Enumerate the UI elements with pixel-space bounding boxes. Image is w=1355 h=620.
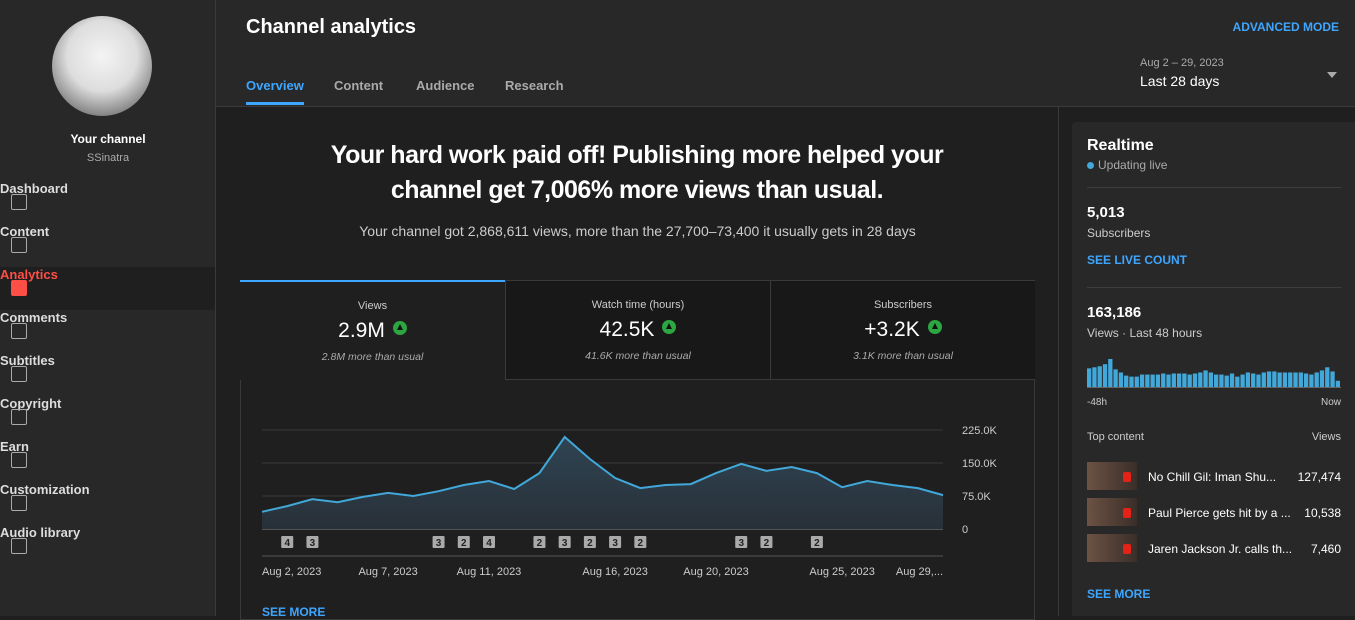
nav-icon xyxy=(11,409,27,425)
up-icon xyxy=(662,320,677,334)
avatar[interactable] xyxy=(52,16,152,116)
headline: Your hard work paid off! Publishing more… xyxy=(330,141,944,204)
realtime-title: Realtime xyxy=(1087,137,1154,154)
dropdown-arrow[interactable] xyxy=(1327,72,1337,78)
live-dot xyxy=(1087,162,1094,169)
metric-card[interactable]: Subscribers +3.2K 3.1K more than usual xyxy=(770,280,1035,380)
views-count: 163,186 xyxy=(1087,304,1142,321)
nav-icon xyxy=(11,194,27,210)
metric-card[interactable]: Views 2.9M 2.8M more than usual xyxy=(240,280,505,380)
metric-label: Watch time (hours) xyxy=(591,299,685,311)
nav-label: Copyright xyxy=(0,396,62,411)
see-live-count[interactable]: SEE LIVE COUNT xyxy=(1087,253,1188,267)
date-range[interactable]: Aug 2 – 29, 2023 xyxy=(1140,57,1224,69)
metric-value-row: +3.2K xyxy=(771,318,1035,342)
top-views-label: Views xyxy=(1311,431,1341,443)
nav-icon xyxy=(11,280,27,296)
metric-value: +3.2K xyxy=(864,318,920,341)
nav-item[interactable]: Analytics xyxy=(0,267,215,310)
metric-label: Views xyxy=(357,300,388,312)
nav-icon xyxy=(11,323,27,339)
nav-item[interactable]: Copyright xyxy=(0,396,215,439)
nav-label: Analytics xyxy=(0,267,58,282)
bars-start-label: -48h xyxy=(1087,397,1108,408)
nav-label: Audio library xyxy=(0,525,81,540)
nav-item[interactable]: Dashboard xyxy=(0,181,215,224)
nav-icon xyxy=(11,452,27,468)
nav-item[interactable]: Audio library xyxy=(0,525,215,568)
nav-icon xyxy=(11,237,27,253)
content-views: 7,460 xyxy=(1310,542,1341,556)
nav-item[interactable]: Earn xyxy=(0,439,215,482)
tab[interactable]: Research xyxy=(505,78,564,93)
period[interactable]: Last 28 days xyxy=(1140,73,1220,89)
thumbnail[interactable] xyxy=(1087,498,1137,526)
header: Channel analytics Overview Content Audienc… xyxy=(216,0,1355,107)
metric-label: Subscribers xyxy=(873,299,933,311)
metric-note: 2.8M more than usual xyxy=(321,351,424,363)
subtext: Your channel got 2,868,611 views, more t… xyxy=(359,223,916,239)
content-views: 127,474 xyxy=(1297,470,1341,484)
realtime-see-more[interactable]: SEE MORE xyxy=(1087,587,1151,601)
nav-label: Customization xyxy=(0,482,90,497)
nav-icon xyxy=(11,538,27,554)
metric-value-row: 2.9M xyxy=(240,319,505,343)
top-content-label: Top content xyxy=(1087,431,1144,443)
nav-item[interactable]: Customization xyxy=(0,482,215,525)
channel-name: SSinatra xyxy=(86,152,130,164)
nav-item[interactable]: Content xyxy=(0,224,215,267)
bars-end-label: Now xyxy=(1320,397,1341,408)
tab[interactable]: Audience xyxy=(416,78,475,93)
up-icon xyxy=(927,320,942,334)
content-title[interactable]: No Chill Gil: Iman Shu... xyxy=(1148,470,1277,484)
subscriber-label: Subscribers xyxy=(1087,226,1151,240)
content-title[interactable]: Paul Pierce gets hit by a ... xyxy=(1148,506,1291,520)
page-title: Channel analytics xyxy=(246,16,417,38)
separator xyxy=(1087,187,1342,188)
thumbnail[interactable] xyxy=(1087,534,1137,562)
content-title[interactable]: Jaren Jackson Jr. calls th... xyxy=(1148,542,1293,556)
up-icon xyxy=(392,321,407,335)
content-views: 10,538 xyxy=(1304,506,1341,520)
realtime-status: Updating live xyxy=(1098,158,1168,172)
nav-label: Comments xyxy=(0,310,68,325)
advanced-mode[interactable]: ADVANCED MODE xyxy=(1232,20,1339,34)
shorts-badge xyxy=(1123,508,1131,518)
tab[interactable]: Overview xyxy=(246,78,304,105)
subscriber-count: 5,013 xyxy=(1087,204,1125,221)
nav-label: Dashboard xyxy=(0,181,68,196)
shorts-badge xyxy=(1123,544,1131,554)
metric-note: 3.1K more than usual xyxy=(853,350,953,362)
nav-label: Subtitles xyxy=(0,353,55,368)
tab[interactable]: Content xyxy=(334,78,384,93)
nav-icon xyxy=(11,495,27,511)
realtime-card: Realtime Updating live 5,013 Subscribers… xyxy=(1072,122,1355,616)
sidebar: Your channel SSinatra Dashboard Content An… xyxy=(0,0,216,616)
metric-value-row: 42.5K xyxy=(506,318,770,342)
separator xyxy=(1087,287,1342,288)
shorts-badge xyxy=(1123,472,1131,482)
nav-label: Content xyxy=(0,224,50,239)
channel-label: Your channel xyxy=(70,132,146,146)
metric-value: 42.5K xyxy=(599,318,655,341)
metric-card[interactable]: Watch time (hours) 42.5K 41.6K more than u… xyxy=(505,280,770,380)
metric-note: 41.6K more than usual xyxy=(585,350,691,362)
nav-label: Earn xyxy=(0,439,29,454)
metric-value: 2.9M xyxy=(338,319,385,342)
views-label: Views · Last 48 hours xyxy=(1087,326,1203,340)
nav-item[interactable]: Comments xyxy=(0,310,215,353)
thumbnail[interactable] xyxy=(1087,462,1137,490)
nav-item[interactable]: Subtitles xyxy=(0,353,215,396)
nav-icon xyxy=(11,366,27,382)
see-more[interactable]: SEE MORE xyxy=(262,605,326,619)
